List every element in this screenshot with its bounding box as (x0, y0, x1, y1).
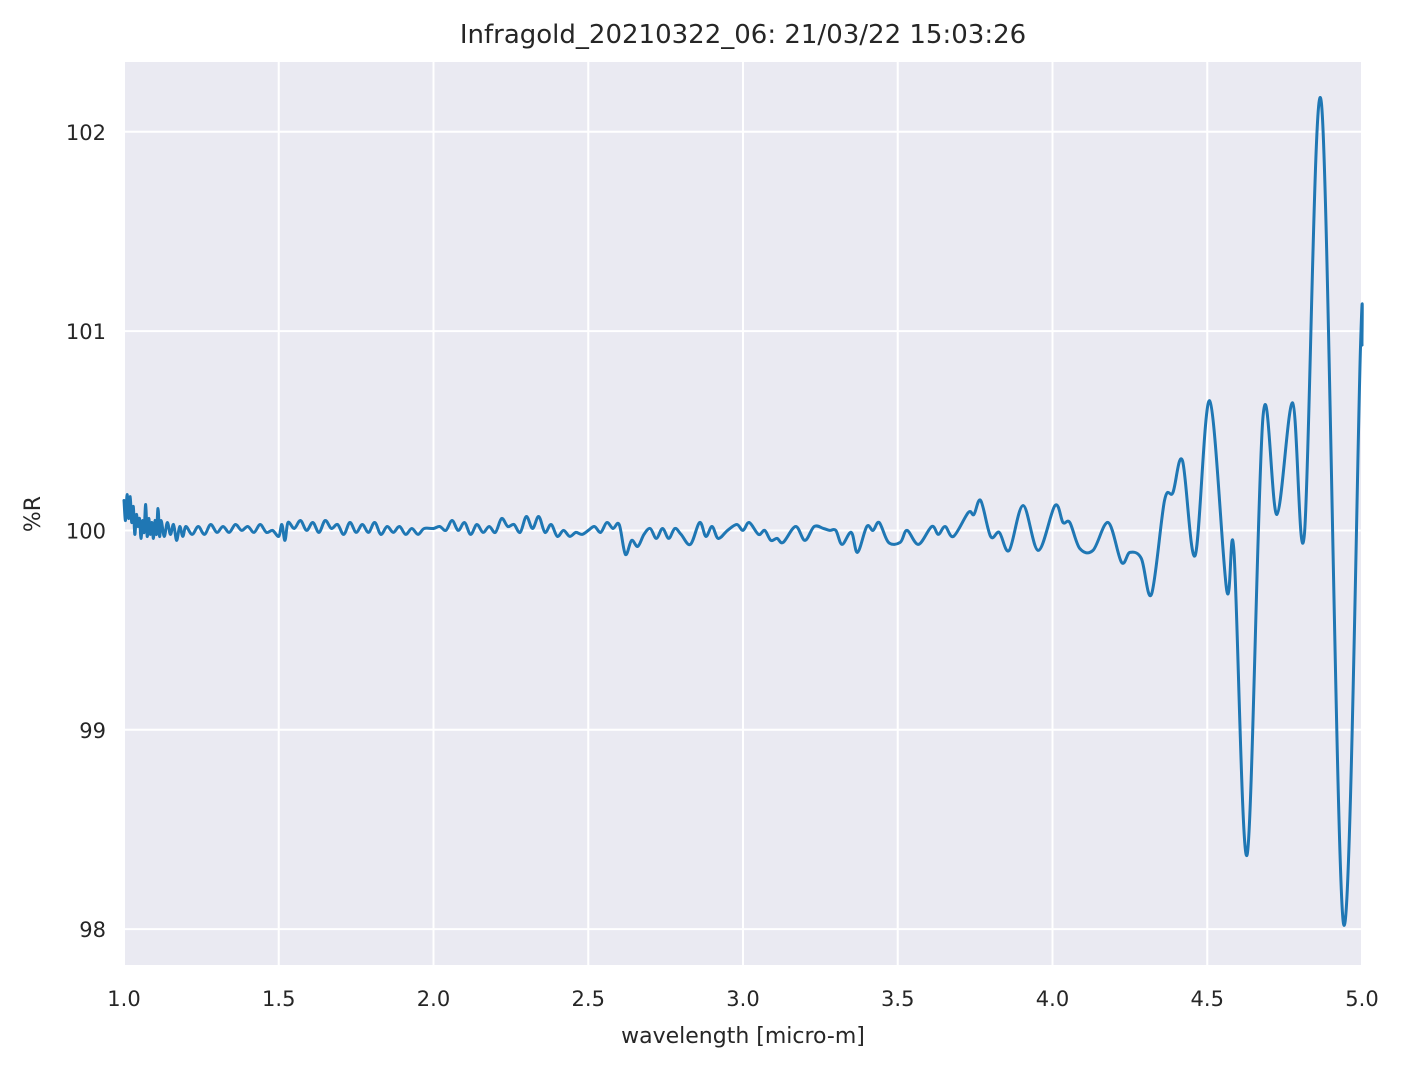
grid (123, 62, 1363, 965)
y-tick-labels: 98 99 100 101 102 (66, 121, 106, 942)
y-tick-label: 99 (79, 719, 106, 743)
x-tick-labels: 1.0 1.5 2.0 2.5 3.0 3.5 4.0 4.5 5.0 (107, 987, 1378, 1011)
chart-title: Infragold_20210322_06: 21/03/22 15:03:26 (460, 20, 1026, 50)
y-tick-label: 102 (66, 121, 106, 145)
y-tick-label: 101 (66, 320, 106, 344)
x-tick-label: 3.5 (881, 987, 914, 1011)
x-axis-label: wavelength [micro-m] (621, 1024, 865, 1049)
x-tick-label: 1.5 (262, 987, 295, 1011)
x-tick-label: 4.0 (1036, 987, 1069, 1011)
series-line (122, 96, 1364, 927)
x-tick-label: 2.5 (572, 987, 605, 1011)
y-tick-label: 100 (66, 519, 106, 543)
y-tick-label: 98 (79, 918, 106, 942)
x-tick-label: 4.5 (1191, 987, 1224, 1011)
x-tick-label: 2.0 (417, 987, 450, 1011)
y-axis-label: %R (21, 496, 46, 532)
x-tick-label: 3.0 (726, 987, 759, 1011)
x-tick-label: 1.0 (107, 987, 140, 1011)
x-tick-label: 5.0 (1345, 987, 1378, 1011)
